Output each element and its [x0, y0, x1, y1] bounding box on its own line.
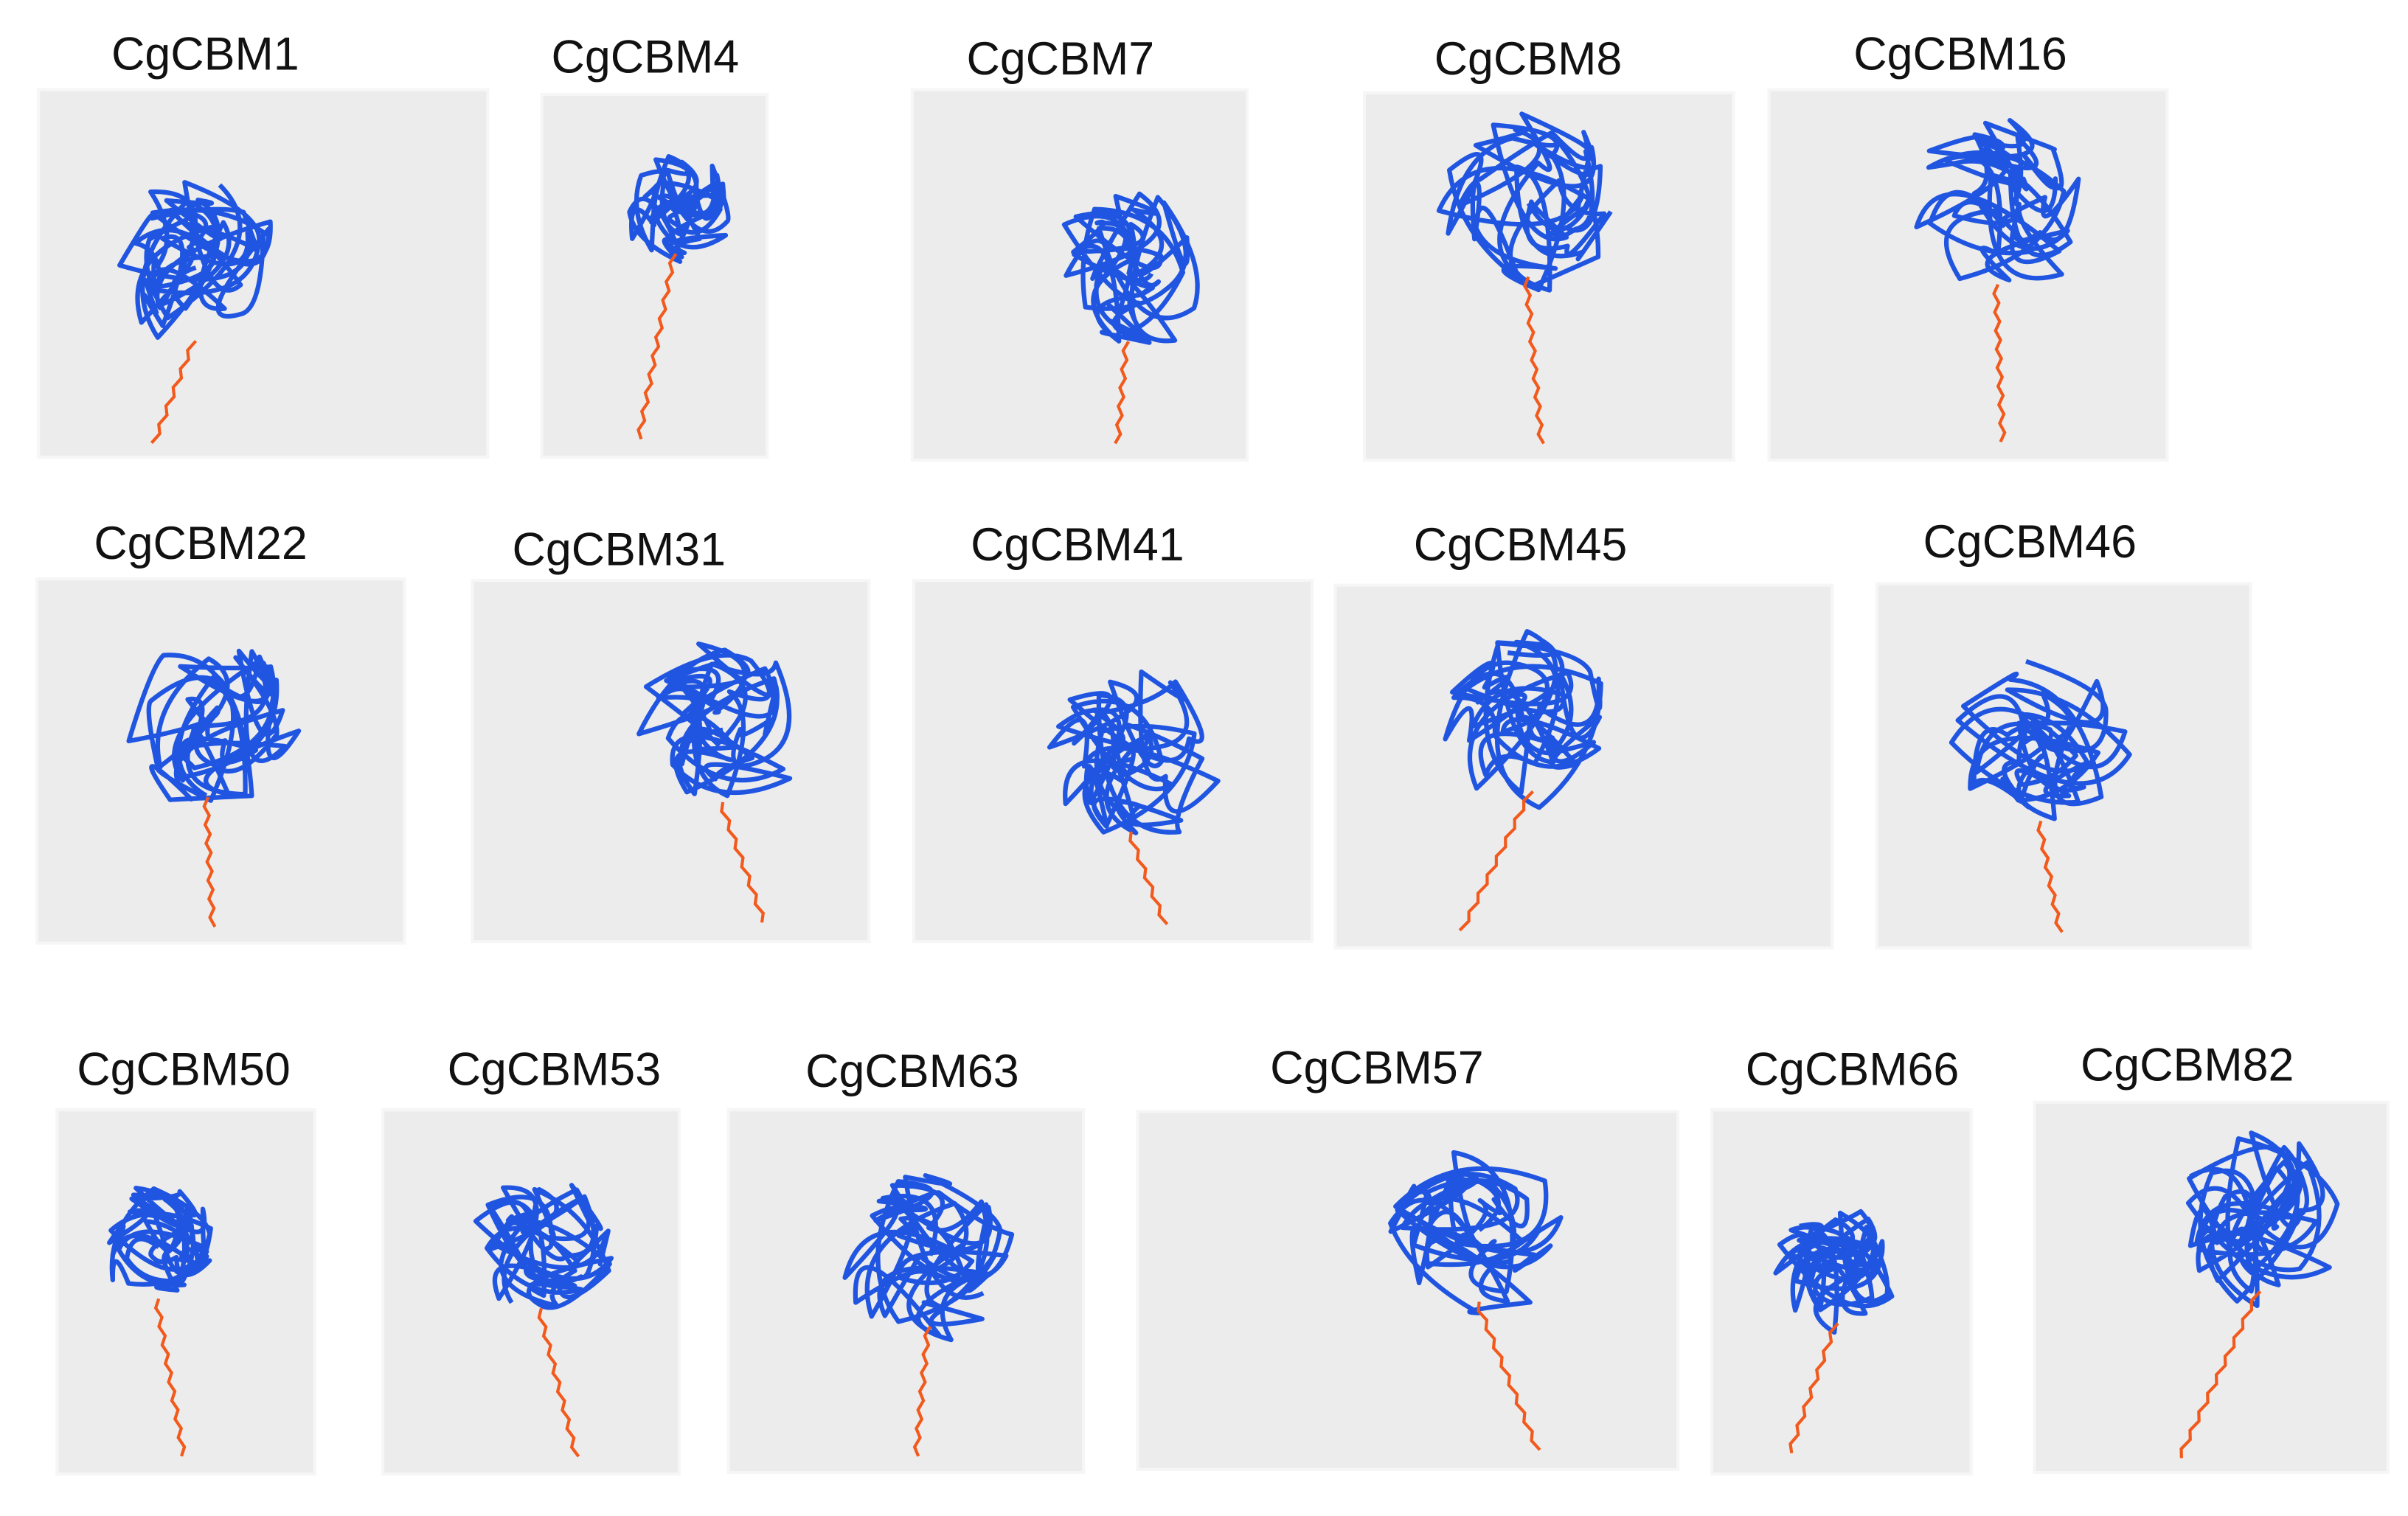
protein-core: [117, 180, 273, 340]
protein-tail: [153, 1298, 187, 1457]
panel-background: [910, 88, 1249, 462]
panel-label: CgCBM4: [552, 32, 740, 83]
protein-tail: [202, 796, 217, 928]
panel-label: CgCBM50: [77, 1044, 291, 1096]
protein-tail: [1992, 283, 2007, 443]
panel-label: CgCBM1: [111, 29, 299, 80]
protein-tail: [1522, 276, 1545, 445]
panel-label: CgCBM66: [1746, 1044, 1960, 1096]
protein-core: [2185, 1130, 2340, 1308]
structure-panel: CgCBM53: [381, 1044, 681, 1476]
protein-core: [473, 1183, 614, 1310]
structure-panel: CgCBM31: [471, 524, 871, 944]
protein-tail: [636, 253, 678, 440]
protein-core: [107, 1186, 213, 1293]
protein-core: [126, 648, 302, 803]
protein-tail: [1788, 1322, 1839, 1454]
structure-panel: CgCBM16: [1767, 29, 2169, 462]
protein-tail: [1128, 831, 1169, 925]
structure-panel: CgCBM45: [1333, 519, 1834, 950]
structure-panel: CgCBM22: [35, 518, 406, 945]
panel-background: [540, 92, 769, 459]
structure-panel: CgCBM7: [910, 33, 1249, 462]
panel-label: CgCBM46: [1923, 516, 2137, 568]
protein-core: [1443, 629, 1603, 810]
protein-core: [842, 1173, 1015, 1343]
protein-tail: [912, 1326, 932, 1457]
protein-core: [1047, 669, 1221, 835]
structure-panel: CgCBM57: [1136, 1043, 1680, 1471]
panel-label: CgCBM53: [448, 1044, 662, 1096]
protein-core: [1061, 191, 1200, 345]
protein-core: [636, 641, 793, 799]
protein-tail: [1458, 790, 1535, 932]
structure-panel: CgCBM46: [1875, 516, 2252, 950]
panel-label: CgCBM8: [1434, 33, 1623, 85]
protein-core: [1773, 1209, 1895, 1335]
structure-panel: CgCBM50: [55, 1044, 317, 1476]
panel-background: [726, 1108, 1086, 1475]
panel-label: CgCBM63: [805, 1046, 1019, 1097]
panel-background: [55, 1108, 317, 1476]
protein-tail: [2036, 820, 2064, 933]
protein-tail: [720, 802, 765, 923]
structure-panel: CgCBM1: [37, 29, 490, 459]
panel-label: CgCBM41: [971, 519, 1184, 571]
protein-tail: [1477, 1301, 1541, 1451]
panel-label: CgCBM45: [1414, 519, 1628, 571]
panel-background: [2033, 1100, 2390, 1475]
protein-tail: [537, 1307, 580, 1458]
protein-core: [1914, 118, 2081, 282]
protein-tail: [2179, 1290, 2262, 1458]
structure-panel: CgCBM66: [1710, 1044, 1973, 1476]
protein-core: [627, 154, 731, 264]
panel-label: CgCBM31: [513, 524, 726, 575]
protein-tail: [150, 340, 198, 445]
protein-tail: [1114, 341, 1130, 445]
protein-core: [1949, 658, 2132, 821]
protein-core: [1388, 1150, 1564, 1315]
structure-panel: CgCBM8: [1363, 33, 1735, 462]
panel-label: CgCBM82: [2081, 1039, 2294, 1091]
panel-label: CgCBM7: [967, 33, 1155, 85]
structure-panel: CgCBM82: [2033, 1039, 2390, 1475]
panel-background: [37, 88, 490, 459]
panel-label: CgCBM22: [94, 518, 308, 569]
panel-label: CgCBM57: [1270, 1043, 1484, 1094]
structure-panel: CgCBM63: [726, 1046, 1086, 1475]
protein-core: [1436, 111, 1613, 293]
structure-panel: CgCBM4: [540, 32, 769, 459]
panel-background: [1136, 1110, 1680, 1471]
panel-label: CgCBM16: [1853, 29, 2067, 80]
panel-background: [1333, 583, 1834, 950]
structure-panel: CgCBM41: [912, 519, 1314, 944]
